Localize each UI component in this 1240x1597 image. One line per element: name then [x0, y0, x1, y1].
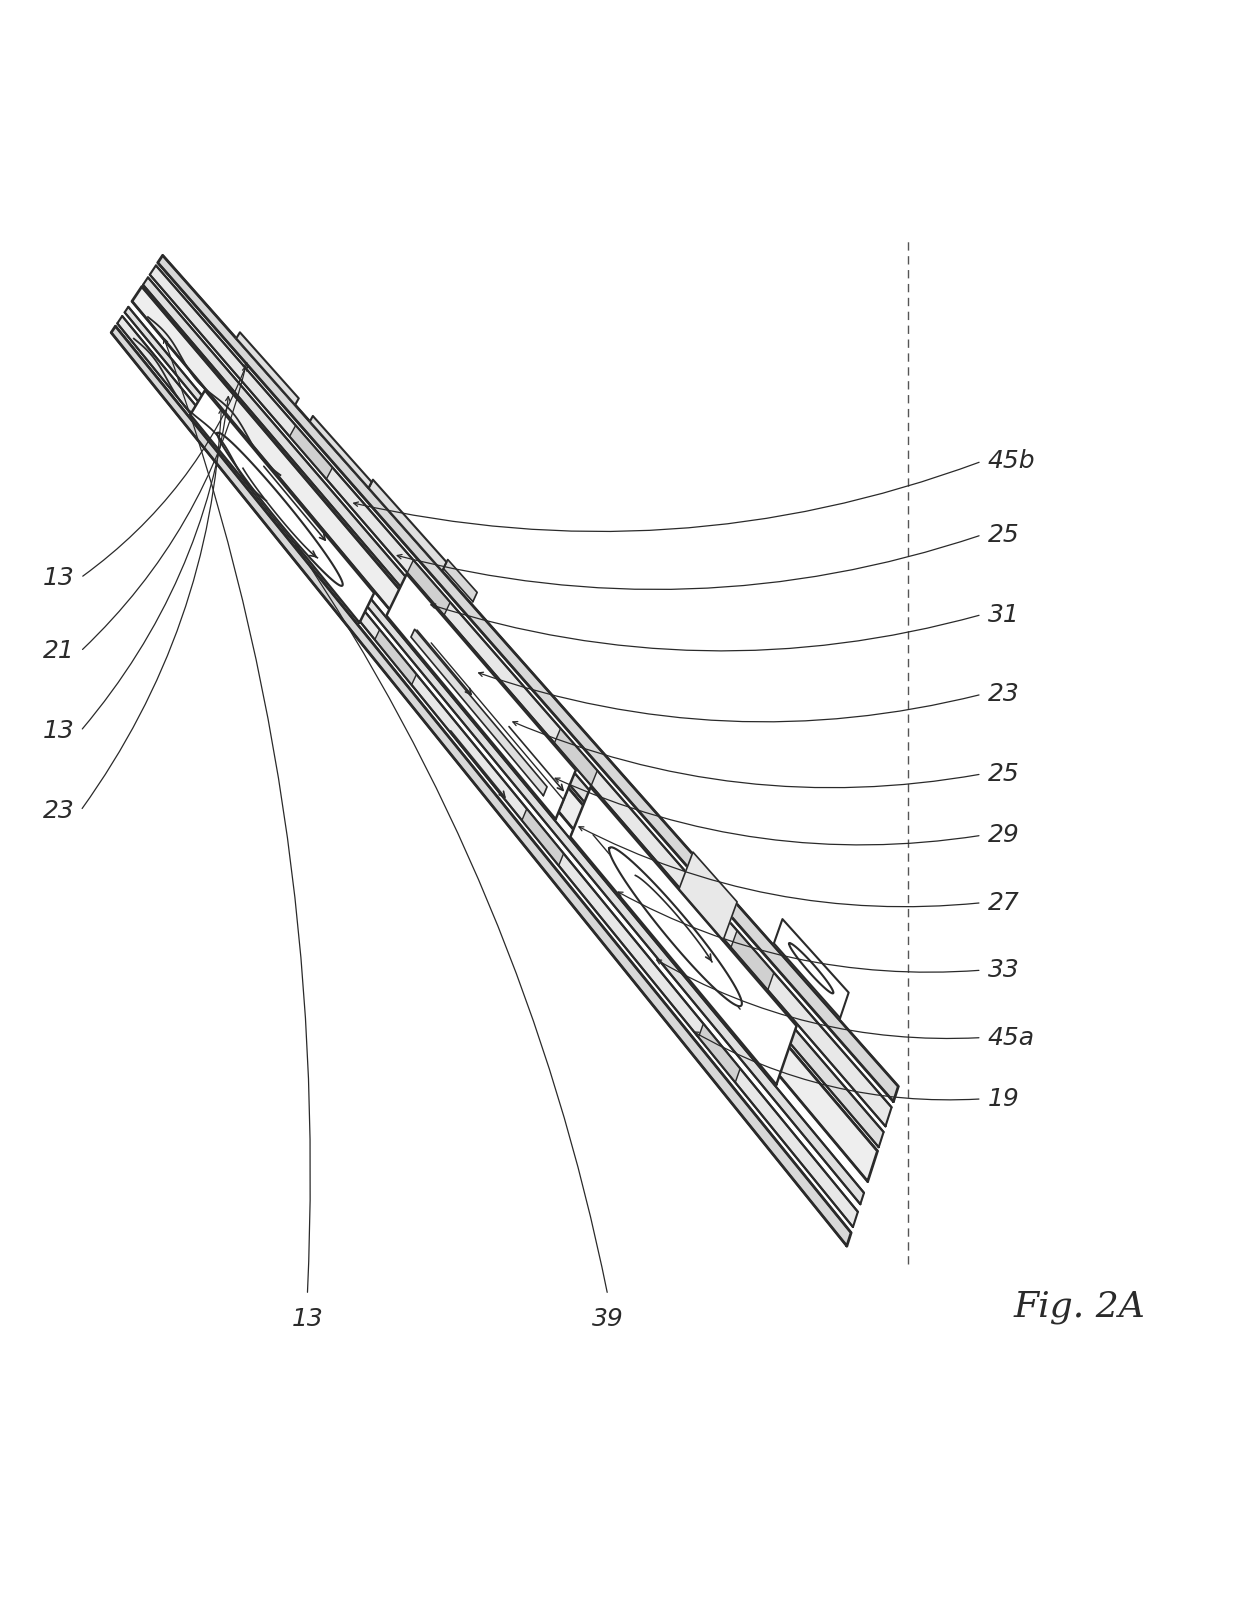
Text: 13: 13 [42, 719, 74, 743]
Polygon shape [522, 808, 564, 866]
Text: Fig. 2A: Fig. 2A [1014, 1290, 1146, 1324]
Polygon shape [368, 479, 446, 572]
Polygon shape [217, 433, 342, 586]
Polygon shape [125, 307, 864, 1204]
Polygon shape [237, 332, 299, 406]
Text: 23: 23 [988, 682, 1019, 706]
Polygon shape [428, 636, 567, 808]
Polygon shape [444, 559, 477, 602]
Polygon shape [730, 931, 774, 990]
Text: 27: 27 [988, 891, 1019, 915]
Text: 13: 13 [291, 1308, 324, 1332]
Polygon shape [374, 629, 417, 685]
Polygon shape [190, 390, 374, 623]
Text: 33: 33 [988, 958, 1019, 982]
Polygon shape [131, 286, 878, 1182]
Polygon shape [609, 848, 742, 1006]
Text: 29: 29 [988, 824, 1019, 848]
Polygon shape [678, 853, 737, 941]
Polygon shape [257, 485, 299, 540]
Polygon shape [554, 728, 598, 786]
Text: 25: 25 [988, 762, 1019, 786]
Text: 31: 31 [988, 602, 1019, 626]
Polygon shape [112, 326, 851, 1246]
Polygon shape [401, 628, 536, 792]
Text: 21: 21 [42, 639, 74, 663]
Polygon shape [290, 425, 332, 479]
Polygon shape [410, 629, 547, 795]
Text: 39: 39 [591, 1308, 624, 1332]
Polygon shape [570, 830, 720, 1014]
Text: 23: 23 [42, 798, 74, 822]
Text: 19: 19 [988, 1088, 1019, 1112]
Text: 45a: 45a [988, 1025, 1035, 1049]
Polygon shape [150, 265, 892, 1126]
Polygon shape [774, 920, 848, 1017]
Text: 13: 13 [42, 565, 74, 589]
Polygon shape [570, 787, 796, 1084]
Polygon shape [310, 415, 372, 489]
Polygon shape [387, 573, 575, 819]
Polygon shape [590, 827, 743, 1017]
Text: 45b: 45b [988, 449, 1035, 473]
Text: 25: 25 [988, 522, 1019, 546]
Polygon shape [407, 561, 450, 615]
Polygon shape [157, 256, 898, 1102]
Polygon shape [143, 278, 884, 1147]
Polygon shape [698, 1024, 740, 1083]
Polygon shape [118, 316, 858, 1226]
